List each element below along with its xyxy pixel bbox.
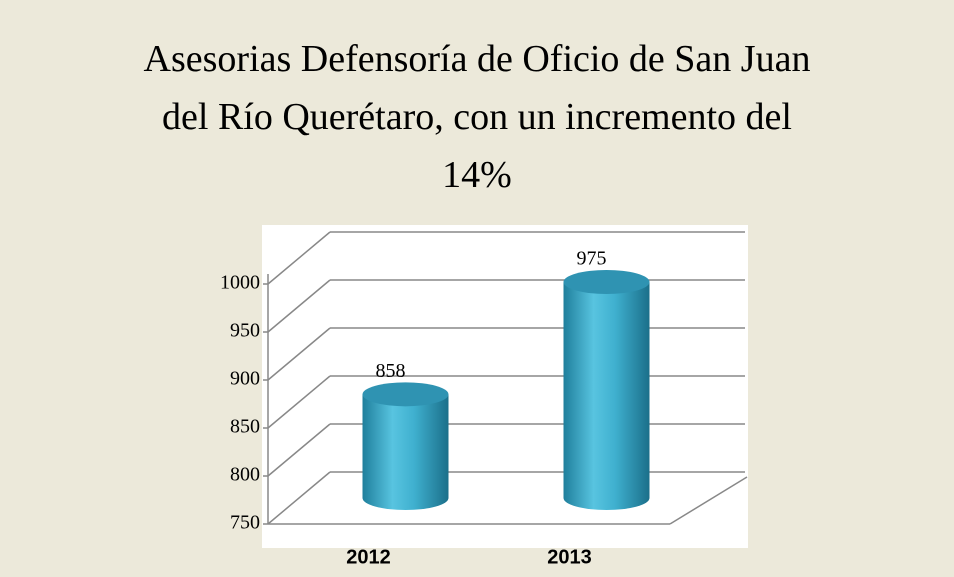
y-tick-label: 850 [230, 416, 260, 438]
data-label: 858 [376, 360, 406, 382]
data-label: 975 [577, 248, 607, 270]
x-tick-label: 2012 [346, 546, 391, 568]
grid-line [267, 423, 331, 477]
bar [362, 394, 449, 510]
bar [563, 282, 650, 510]
y-tick-label: 950 [230, 320, 260, 342]
y-tick-label: 900 [230, 368, 260, 390]
grid-line [267, 471, 331, 525]
bar-top [563, 270, 650, 294]
plot-area [262, 225, 748, 548]
grid-line [267, 375, 331, 429]
grid-line [267, 231, 331, 285]
x-tick-label: 2013 [547, 546, 592, 568]
bar-top [362, 382, 449, 407]
grid-line [267, 279, 331, 333]
chart-title: Asesorias Defensoría de Oficio de San Ju… [143, 38, 811, 196]
y-tick-label: 1000 [220, 272, 260, 294]
grid-line [267, 327, 331, 381]
floor-right [669, 476, 748, 525]
y-tick-label: 800 [230, 464, 260, 486]
y-tick-label: 750 [230, 512, 260, 534]
